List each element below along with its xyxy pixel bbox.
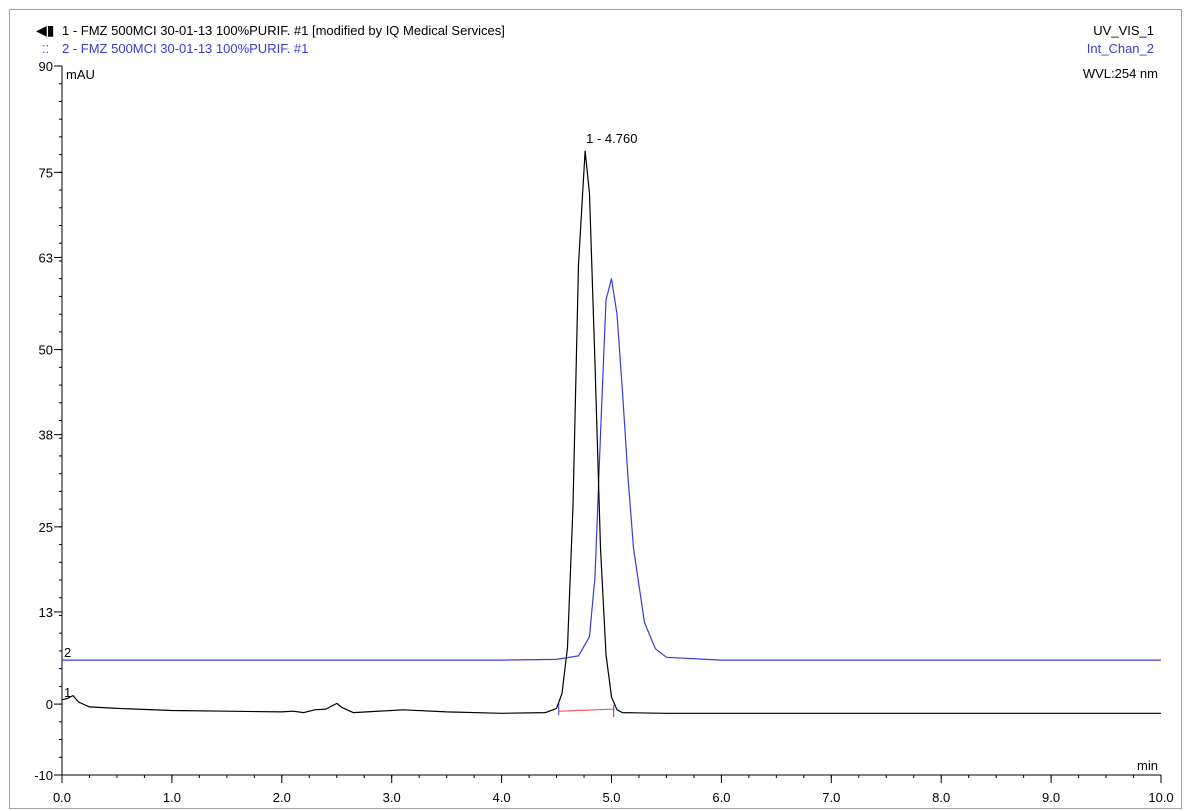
legend-trace-1: ◀▮ 1 - FMZ 500MCI 30-01-13 100%PURIF. #1…: [36, 22, 505, 38]
axes: -10 0 13 25 38 50 63 75 90 0.0 1.0 2.0 3.0 4.0 5.0 6.0 7…: [34, 59, 1173, 805]
y-tick-label: 75: [39, 165, 53, 180]
trace-2-title: 2 - FMZ 500MCI 30-01-13 100%PURIF. #1: [62, 41, 308, 56]
trace-2-legend-icon: ⁚⁚: [42, 44, 49, 56]
annotations: 1 - 4.760: [586, 131, 637, 146]
y-tick-label: 13: [39, 605, 53, 620]
y-tick-label: 63: [39, 250, 53, 265]
x-tick-label: 9.0: [1042, 790, 1060, 805]
chart-frame: [9, 9, 1182, 809]
series-1-line: [61, 150, 1161, 714]
x-tick-label: 0.0: [53, 790, 71, 805]
legend-trace-2: ⁚⁚ 2 - FMZ 500MCI 30-01-13 100%PURIF. #1: [42, 41, 308, 56]
x-tick-label: 6.0: [712, 790, 730, 805]
integration-baseline-line: [558, 708, 614, 712]
y-tick-label: -10: [34, 768, 53, 783]
x-tick-label: 1.0: [163, 790, 181, 805]
wavelength-label: WVL:254 nm: [1083, 66, 1158, 81]
series-2-label: 2: [64, 645, 71, 660]
y-tick-label: 38: [39, 428, 53, 443]
x-tick-label: 4.0: [493, 790, 511, 805]
series-2-line: [62, 278, 1161, 661]
trace-2-channel: Int_Chan_2: [1087, 41, 1154, 56]
series-1-label: 1: [64, 685, 71, 700]
trace-1-legend-icon: ◀▮: [36, 22, 54, 38]
x-tick-label: 7.0: [822, 790, 840, 805]
x-tick-label: 5.0: [602, 790, 620, 805]
series: 21: [61, 150, 1161, 714]
x-tick-label: 8.0: [932, 790, 950, 805]
y-tick-label: 25: [39, 520, 53, 535]
integration-baseline: [558, 703, 615, 718]
trace-1-title: 1 - FMZ 500MCI 30-01-13 100%PURIF. #1 [m…: [62, 23, 505, 38]
y-axis-unit: mAU: [66, 67, 95, 82]
y-tick-label: 50: [39, 343, 53, 358]
x-tick-label: 10.0: [1148, 790, 1173, 805]
y-tick-label: 0: [46, 697, 53, 712]
trace-1-channel: UV_VIS_1: [1093, 23, 1154, 38]
x-axis-unit: min: [1137, 758, 1158, 773]
x-tick-label: 2.0: [273, 790, 291, 805]
y-tick-label: 90: [39, 59, 53, 74]
x-tick-label: 3.0: [383, 790, 401, 805]
peak-annotation: 1 - 4.760: [586, 131, 637, 146]
